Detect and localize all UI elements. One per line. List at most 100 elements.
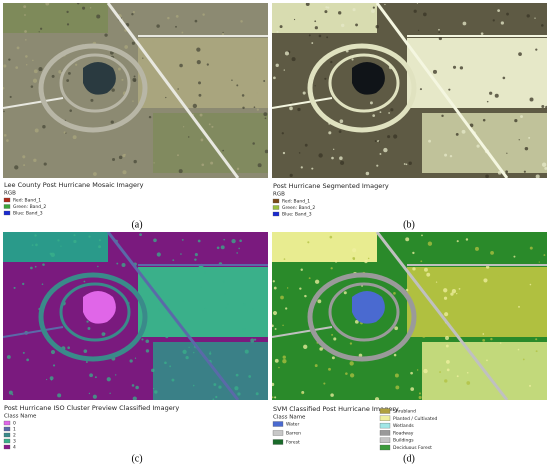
speckle bbox=[133, 79, 137, 83]
speckle bbox=[92, 394, 97, 399]
speckle bbox=[272, 396, 274, 399]
panel-image bbox=[272, 232, 547, 400]
speckle bbox=[328, 131, 332, 135]
legend-label: 3 bbox=[13, 439, 16, 445]
speckle bbox=[221, 33, 225, 36]
speckle bbox=[49, 376, 54, 381]
speckle bbox=[416, 369, 419, 371]
speckle bbox=[339, 119, 344, 124]
speckle bbox=[192, 103, 197, 109]
speckle bbox=[236, 84, 239, 87]
speckle bbox=[110, 120, 114, 124]
speckle bbox=[518, 139, 520, 141]
speckle bbox=[215, 395, 218, 399]
speckle bbox=[46, 378, 48, 381]
speckle bbox=[393, 134, 398, 139]
pond bbox=[352, 62, 385, 95]
legend-title: Class Name bbox=[273, 415, 306, 421]
speckle bbox=[223, 238, 226, 241]
speckle bbox=[343, 291, 347, 295]
speckle bbox=[222, 280, 226, 283]
field bbox=[3, 3, 108, 33]
panel-title: SVM Classified Post Hurricane Imagery bbox=[273, 405, 399, 413]
speckle bbox=[393, 353, 397, 357]
speckle bbox=[14, 165, 19, 170]
speckle bbox=[282, 324, 284, 327]
speckle bbox=[518, 52, 522, 57]
speckle bbox=[300, 166, 303, 169]
speckle bbox=[305, 3, 310, 7]
speckle bbox=[535, 48, 538, 51]
field bbox=[138, 38, 268, 108]
speckle bbox=[340, 23, 345, 28]
legend-swatch bbox=[379, 437, 391, 443]
legend-label: 2 bbox=[13, 433, 16, 439]
speckle bbox=[351, 58, 354, 61]
speckle bbox=[487, 293, 492, 298]
speckle bbox=[290, 101, 292, 104]
speckle bbox=[489, 325, 493, 329]
speckle bbox=[327, 6, 330, 9]
speckle bbox=[456, 375, 459, 378]
speckle bbox=[352, 248, 357, 253]
speckle bbox=[285, 307, 288, 310]
speckle bbox=[522, 358, 525, 361]
speckle bbox=[234, 386, 239, 391]
speckle bbox=[513, 288, 518, 293]
speckle bbox=[200, 138, 204, 142]
field bbox=[3, 232, 108, 262]
speckle bbox=[462, 21, 467, 26]
loop-road bbox=[328, 282, 400, 342]
legend-swatch bbox=[272, 421, 284, 427]
speckle bbox=[165, 335, 169, 339]
speckle bbox=[311, 167, 314, 170]
speckle bbox=[324, 10, 328, 14]
speckle bbox=[300, 268, 303, 271]
speckle bbox=[438, 36, 442, 41]
speckle bbox=[237, 62, 240, 65]
speckle bbox=[319, 347, 323, 351]
speckle bbox=[518, 305, 520, 308]
speckle bbox=[223, 293, 226, 296]
speckle bbox=[394, 373, 399, 378]
speckle bbox=[410, 387, 415, 391]
speckle bbox=[248, 375, 252, 378]
speckle bbox=[73, 234, 76, 237]
speckle bbox=[375, 25, 379, 29]
speckle bbox=[329, 235, 333, 239]
speckle bbox=[202, 13, 205, 16]
speckle bbox=[243, 303, 247, 307]
speckle bbox=[83, 349, 88, 353]
speckle bbox=[88, 235, 91, 238]
speckle bbox=[88, 392, 91, 395]
legend-swatch bbox=[3, 432, 11, 438]
speckle bbox=[314, 85, 316, 87]
speckle bbox=[334, 260, 338, 263]
speckle bbox=[192, 384, 195, 387]
speckle bbox=[256, 108, 259, 111]
speckle bbox=[308, 277, 311, 280]
speckle bbox=[145, 349, 150, 353]
speckle bbox=[405, 288, 409, 292]
speckle bbox=[534, 17, 536, 19]
speckle bbox=[415, 333, 418, 336]
speckle bbox=[528, 136, 531, 139]
speckle bbox=[49, 252, 52, 255]
speckle bbox=[177, 154, 179, 157]
speckle bbox=[200, 286, 202, 288]
speckle bbox=[283, 258, 286, 260]
speckle bbox=[96, 14, 101, 19]
speckle bbox=[13, 286, 16, 289]
speckle bbox=[372, 114, 376, 117]
speckle bbox=[148, 115, 152, 119]
speckle bbox=[403, 163, 406, 165]
speckle bbox=[181, 238, 184, 241]
field bbox=[153, 342, 268, 400]
speckle bbox=[383, 147, 388, 153]
speckle bbox=[412, 267, 416, 271]
speckle bbox=[535, 174, 540, 178]
loop-road bbox=[38, 43, 148, 133]
loop-road bbox=[307, 43, 417, 133]
speckle bbox=[541, 24, 544, 27]
legend-title: RGB bbox=[4, 191, 16, 197]
